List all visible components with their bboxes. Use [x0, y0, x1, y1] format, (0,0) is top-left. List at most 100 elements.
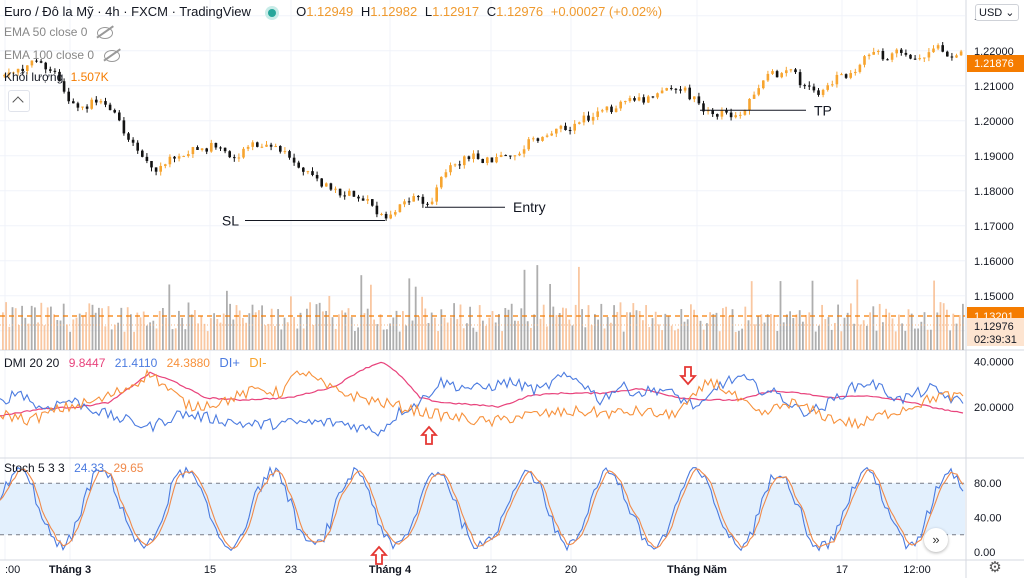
time-tick-label: 15	[204, 564, 216, 576]
volume-bar	[50, 306, 52, 350]
price-tick-label: 1.17000	[974, 221, 1014, 233]
candle-body	[472, 153, 475, 160]
scroll-to-realtime-button[interactable]: »	[924, 528, 948, 552]
candle-body	[150, 160, 153, 168]
volume-bar	[498, 314, 500, 350]
volume-bar	[296, 328, 299, 350]
candle-body	[518, 153, 521, 156]
candle-body	[260, 146, 264, 148]
volume-bar	[638, 310, 641, 350]
volume-bar	[261, 305, 263, 350]
volume-bar	[210, 318, 212, 350]
volume-bar	[510, 303, 513, 350]
volume-bar	[187, 302, 190, 350]
volume-bar	[962, 303, 964, 350]
volume-bar	[251, 304, 254, 350]
volume-bar	[555, 314, 558, 350]
volume-layer	[2, 265, 964, 350]
currency-dropdown[interactable]: USD ⌄	[975, 4, 1019, 21]
legend-ema50[interactable]: EMA 50 close 0	[4, 25, 114, 39]
volume-bar	[578, 266, 580, 350]
candle-body	[877, 50, 880, 52]
volume-bar	[75, 317, 78, 350]
volume-bar	[66, 324, 68, 350]
volume-bar	[280, 329, 283, 350]
volume-bar	[888, 312, 891, 350]
eye-hidden-icon[interactable]	[97, 26, 114, 39]
candle-body	[265, 144, 268, 147]
volume-bar	[738, 330, 740, 350]
time-tick-label: 23	[285, 564, 297, 576]
candle-body	[932, 48, 935, 53]
volume-bar	[466, 323, 468, 350]
annotation-layer: SL Entry TP	[0, 102, 965, 326]
candle-body	[219, 147, 222, 149]
volume-bar	[949, 330, 951, 350]
volume-bar	[440, 309, 443, 350]
volume-bar	[850, 303, 852, 350]
volume-bar	[562, 307, 564, 350]
candle-body	[863, 56, 866, 65]
volume-bar	[565, 308, 567, 350]
volume-bar	[437, 331, 439, 350]
dmi-legend[interactable]: DMI 20 20 9.8447 21.4110 24.3880 DI+ DI-	[4, 355, 267, 370]
volume-bar	[107, 306, 110, 350]
volume-bar	[690, 304, 692, 350]
marker-layer	[370, 366, 697, 565]
candle-body	[366, 199, 369, 201]
volume-bar	[792, 317, 795, 350]
candle-body	[58, 71, 61, 82]
volume-bar	[91, 304, 94, 350]
volume-bar	[683, 321, 686, 350]
legend-ema100[interactable]: EMA 100 close 0	[4, 48, 121, 62]
eye-hidden-icon[interactable]	[104, 49, 121, 62]
volume-bar	[882, 322, 884, 350]
candle-body	[251, 142, 254, 147]
volume-bar	[94, 312, 97, 350]
currency-label: USD	[979, 7, 1003, 19]
symbol-title[interactable]: Euro / Đô la Mỹ · 4h · FXCM · TradingVie…	[4, 4, 251, 19]
volume-bar	[594, 314, 596, 350]
volume-value: 1.507K	[70, 70, 109, 84]
volume-bar	[763, 322, 766, 350]
candle-body	[177, 156, 181, 159]
time-tick-label: 17	[836, 564, 848, 576]
volume-bar	[629, 312, 631, 350]
volume-bar	[379, 314, 382, 350]
dmi-name: DMI 20 20	[4, 356, 60, 370]
candle-body	[817, 90, 820, 95]
price-tick-label: 1.18000	[974, 186, 1014, 198]
candle-body	[30, 60, 34, 66]
volume-bar	[254, 312, 257, 350]
candle-body	[739, 114, 742, 116]
volume-bar	[818, 325, 820, 350]
volume-bar	[891, 318, 894, 350]
candle-body	[527, 139, 530, 150]
gear-icon[interactable]: ⚙	[988, 559, 1002, 576]
volume-bar	[530, 327, 532, 350]
candle-body	[269, 144, 273, 147]
candle-body	[913, 58, 917, 60]
volume-bar	[197, 323, 199, 350]
candle-body	[407, 201, 411, 203]
volume-bar	[699, 320, 702, 350]
adx-line	[0, 361, 964, 417]
volume-bar	[56, 320, 59, 350]
volume-bar	[146, 325, 148, 350]
candle-body	[311, 171, 314, 175]
volume-bar	[533, 314, 535, 350]
candle-body	[789, 69, 793, 71]
candle-body	[642, 97, 645, 103]
candle-body	[499, 155, 503, 158]
collapse-legend-button[interactable]	[8, 90, 30, 112]
volume-bar	[670, 325, 673, 350]
volume-bar	[232, 319, 235, 350]
legend-volume[interactable]: Khối lượng 1.507K	[4, 70, 109, 84]
volume-bar	[245, 322, 247, 350]
volume-bar	[5, 302, 7, 350]
candle-body	[587, 115, 590, 121]
volume-bar	[341, 310, 343, 350]
stoch-legend[interactable]: Stoch 5 3 3 24.33 29.65	[4, 461, 143, 475]
